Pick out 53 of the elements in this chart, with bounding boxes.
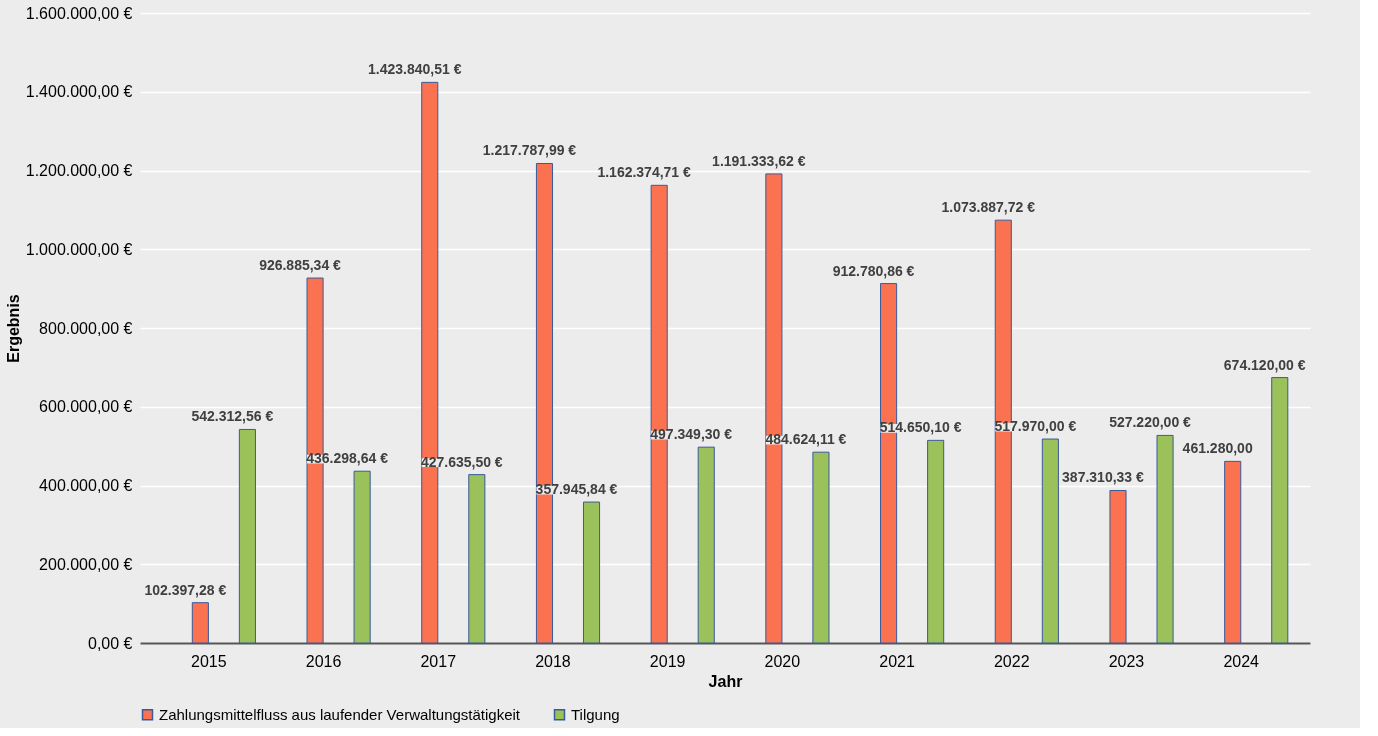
data-label: 674.120,00 € — [1223, 356, 1306, 373]
y-tick-label: 800.000,00 € — [39, 319, 133, 337]
x-axis-title: Jahr — [708, 672, 743, 690]
data-label: 542.312,56 € — [191, 408, 274, 425]
data-label: 527.220,00 € — [1109, 414, 1192, 431]
y-tick-label: 0,00 € — [88, 634, 133, 652]
bar — [1224, 460, 1242, 644]
data-label: 461.280,00 — [1182, 440, 1253, 457]
bar — [468, 474, 486, 644]
data-label: 102.397,28 € — [144, 581, 227, 598]
data-label: 517.970,00 € — [994, 418, 1077, 435]
x-tick-label: 2023 — [1108, 652, 1145, 670]
y-tick-label: 1.000.000,00 € — [25, 240, 133, 258]
data-label: 1.073.887,72 € — [941, 199, 1036, 216]
x-tick-label: 2022 — [993, 652, 1030, 670]
y-axis-title: Ergebnis — [4, 294, 22, 363]
data-label: 1.217.787,99 € — [482, 142, 577, 159]
data-label: 436.298,64 € — [306, 450, 389, 467]
x-tick-label: 2017 — [420, 652, 457, 670]
bar — [1041, 438, 1059, 644]
data-label: 926.885,34 € — [259, 257, 342, 274]
x-tick-label: 2024 — [1223, 652, 1260, 670]
bar — [1109, 490, 1127, 644]
data-label: 387.310,33 € — [1062, 469, 1145, 486]
bar — [1156, 434, 1174, 644]
x-tick-label: 2018 — [535, 652, 571, 670]
x-tick-label: 2016 — [305, 652, 342, 670]
data-label: 912.780,86 € — [832, 262, 915, 279]
data-label: 1.423.840,51 € — [367, 61, 462, 78]
bar — [238, 428, 256, 644]
data-label: 497.349,30 € — [650, 426, 733, 443]
x-tick-label: 2020 — [764, 652, 801, 670]
y-tick-label: 600.000,00 € — [39, 398, 133, 416]
x-tick-label: 2021 — [879, 652, 915, 670]
y-tick-label: 200.000,00 € — [39, 555, 133, 573]
bar — [582, 501, 601, 644]
y-tick-label: 1.200.000,00 € — [25, 162, 133, 179]
data-label: 1.191.333,62 € — [712, 152, 806, 169]
bar — [1271, 377, 1289, 644]
legend-label: Tilgung — [571, 705, 620, 723]
data-label: 1.162.374,71 € — [597, 164, 692, 181]
bar — [927, 439, 945, 644]
bar — [697, 446, 715, 644]
y-tick-label: 400.000,00 € — [39, 477, 133, 494]
y-tick-label: 1.600.000,00 € — [25, 4, 133, 22]
legend-label: Zahlungsmittelfluss aus laufender Verwaltungstätigkeit — [159, 705, 521, 723]
bar — [812, 451, 830, 644]
bar — [353, 470, 371, 644]
x-tick-label: 2015 — [191, 652, 227, 670]
x-tick-label: 2019 — [649, 652, 686, 670]
y-tick-label: 1.400.000,00 € — [25, 83, 133, 101]
data-label: 357.945,84 € — [535, 481, 618, 498]
bar — [191, 602, 209, 644]
